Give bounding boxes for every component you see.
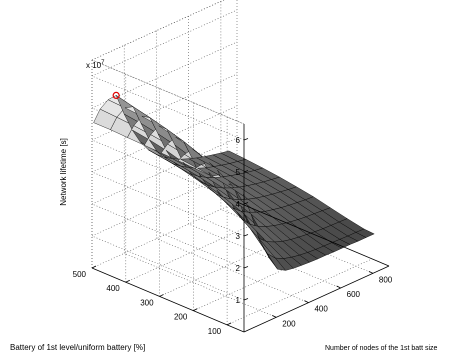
- grid-line: [91, 9, 238, 77]
- grid-line: [91, 59, 245, 125]
- z-axis-label: Network lifetime [s]: [59, 138, 68, 206]
- y-tick: [159, 294, 164, 297]
- grid-line: [125, 215, 271, 283]
- z-tick-label: 6: [236, 136, 241, 145]
- z-tick: [243, 298, 249, 301]
- grid-line: [91, 0, 225, 61]
- surface-mesh: [93, 94, 375, 271]
- grid-line: [91, 201, 238, 269]
- grid-line: [91, 171, 245, 237]
- y-tick-label: 200: [174, 313, 188, 322]
- axis-ticks: 1 2 3 4 5 6 100 200 300 400 500 200 400 600 800: [73, 136, 393, 336]
- axes-box-front: [91, 124, 390, 333]
- grid-line: [91, 105, 238, 173]
- y-tick-label: 400: [106, 284, 120, 293]
- grid-line: [124, 253, 277, 318]
- grid-line: [226, 258, 373, 326]
- x-tick: [368, 270, 374, 274]
- z-exponent-label: x 107: [86, 60, 105, 70]
- z-tick: [243, 170, 249, 173]
- x-axis-label: Number of nodes of the 1st batt size: [325, 345, 438, 352]
- grid-line: [220, 209, 374, 274]
- grid-line: [188, 223, 341, 289]
- z-tick-label: 1: [236, 296, 241, 305]
- y-axis-label: Battery of 1st level/uniform battery [%]: [10, 343, 145, 352]
- x-tick: [336, 285, 341, 289]
- box-edge: [91, 0, 225, 61]
- grid-line: [91, 73, 238, 141]
- peak-marker: [112, 91, 120, 100]
- grid-line: [91, 137, 238, 205]
- x-tick: [272, 314, 277, 318]
- grid-line: [156, 238, 309, 303]
- z-tick-label: 2: [236, 264, 241, 273]
- x-tick-label: 200: [282, 319, 296, 328]
- x-tick-label: 800: [379, 275, 393, 284]
- y-tick: [91, 265, 97, 269]
- y-tick-label: 300: [140, 298, 154, 307]
- y-tick: [226, 322, 232, 326]
- box-edge: [243, 265, 390, 333]
- grid-line: [91, 75, 245, 141]
- peak-marker-circle: [112, 91, 120, 100]
- box-edge: [91, 59, 245, 125]
- grid-line: [91, 203, 245, 269]
- z-tick: [243, 266, 249, 269]
- z-tick: [243, 234, 249, 237]
- z-tick: [243, 138, 249, 141]
- surface-patch: [355, 228, 375, 238]
- z-tick-label: 5: [236, 168, 241, 177]
- x-tick-label: 600: [347, 290, 361, 299]
- z-tick: [243, 202, 249, 205]
- z-tick-label: 4: [236, 200, 241, 209]
- z-tick-label: 3: [236, 232, 241, 241]
- x-tick-label: 400: [314, 305, 328, 314]
- box-edge: [91, 267, 245, 333]
- y-tick: [193, 308, 198, 312]
- y-tick: [125, 279, 130, 283]
- x-tick: [304, 300, 309, 304]
- y-tick-label: 500: [73, 270, 87, 279]
- y-tick-label: 100: [208, 327, 222, 336]
- grid-line: [91, 235, 245, 301]
- grid-line: [91, 41, 238, 109]
- box-edge: [236, 201, 390, 267]
